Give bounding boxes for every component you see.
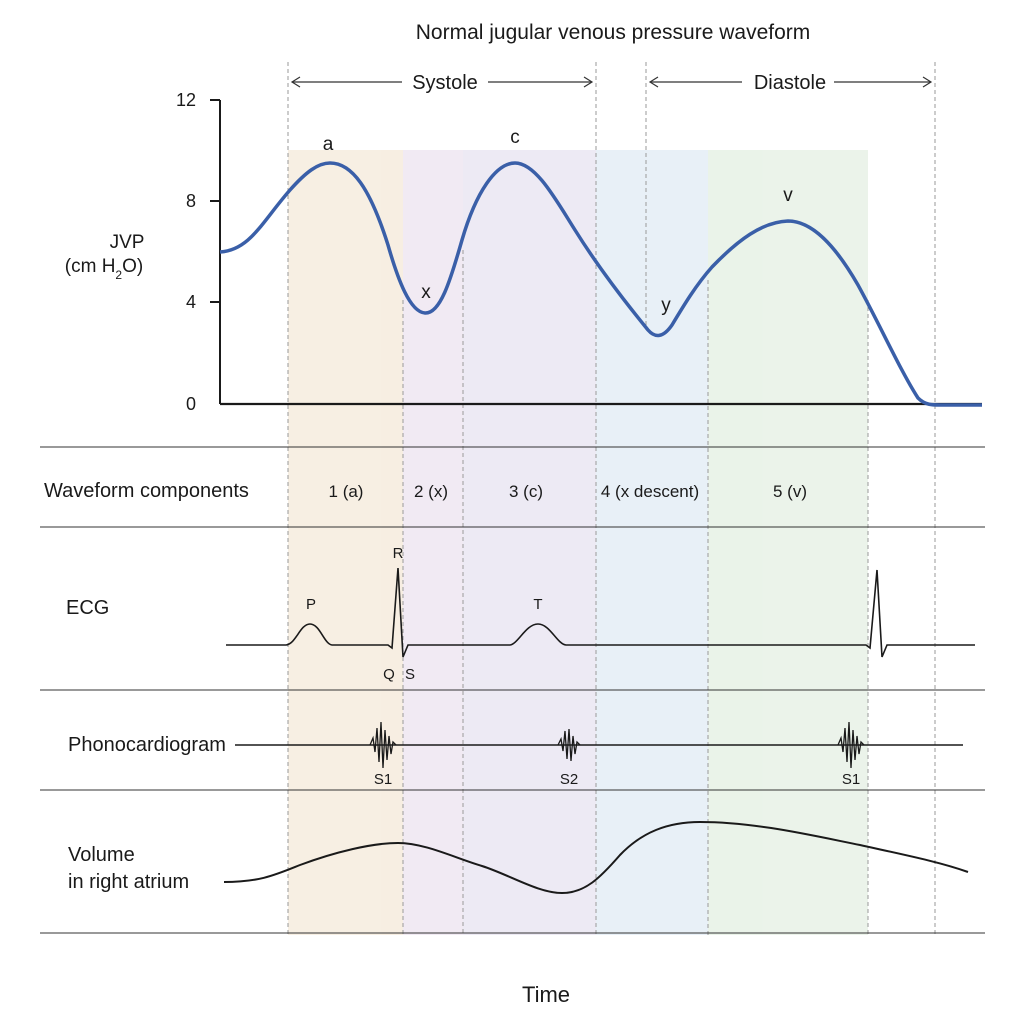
band-v [708,150,868,935]
ecg-trace [226,567,975,658]
row-label-volume-line2: in right atrium [68,871,189,893]
phase-bands [288,150,868,935]
diastole-label: Diastole [754,72,826,94]
heart-sound-s2-label: S2 [560,771,578,788]
peak-label-a: a [323,134,334,155]
band-c [463,150,596,935]
peak-label-x: x [421,282,431,303]
row-label-ecg: ECG [66,597,109,619]
heart-sound-s2-burst [557,728,581,762]
heart-sound-s1-burst [369,721,397,769]
ecg-label-R: R [393,545,404,562]
component-3: 3 (c) [509,482,543,501]
x-axis-label: Time [522,982,570,1007]
y-tick-12: 12 [176,90,196,110]
component-1: 1 (a) [329,482,364,501]
ecg-label-Q: Q [383,666,395,683]
peak-label-y: y [661,295,671,316]
y-tick-0: 0 [186,394,196,414]
heart-sound-s1-next-label: S1 [842,771,860,788]
heart-sound-s1-label: S1 [374,771,392,788]
band-x [403,150,463,935]
peak-label-c: c [510,127,520,148]
y-tick-4: 4 [186,292,196,312]
ecg-label-P: P [306,596,316,613]
ecg-label-S: S [405,666,415,683]
diagram-title: Normal jugular venous pressure waveform [416,21,811,44]
row-label-components: Waveform components [44,480,249,502]
component-4: 4 (x descent) [601,482,699,501]
systole-marker: Systole [290,72,594,94]
y-tick-8: 8 [186,191,196,211]
phase-dividers [287,62,936,935]
heart-sound-s1-next-burst [837,721,865,769]
jvp-curve [219,161,982,407]
diastole-marker: Diastole [648,72,933,94]
band-a [288,150,403,935]
component-2: 2 (x) [414,482,448,501]
y-axis: 12 8 4 0 JVP (cm H2O) [65,90,221,414]
band-x-descent [596,150,708,935]
volume-curve [223,820,969,895]
component-5: 5 (v) [773,482,807,501]
row-label-phonocardiogram: Phonocardiogram [68,734,226,756]
row-label-volume-line1: Volume [68,844,135,866]
y-axis-label-line1: JVP [110,232,145,253]
peak-label-v: v [783,185,793,206]
systole-label: Systole [412,72,478,94]
row-separators [40,446,985,934]
y-axis-label-line2: (cm H2O) [65,256,143,282]
ecg-label-T: T [533,596,542,613]
